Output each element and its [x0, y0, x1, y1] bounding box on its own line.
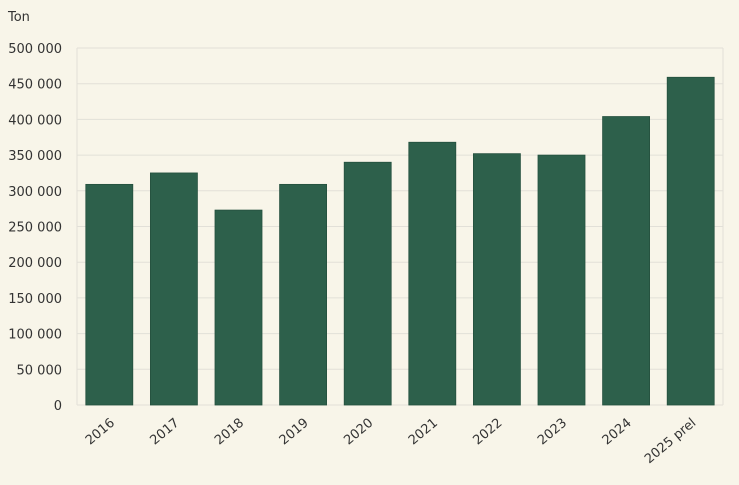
bar-2023	[537, 154, 586, 406]
y-tick-label: 150 000	[8, 292, 62, 307]
y-tick-label: 300 000	[8, 185, 62, 200]
y-tick-label: 500 000	[8, 42, 62, 57]
x-tick-label: 2019	[277, 416, 312, 449]
y-axis-title: Ton	[7, 10, 30, 25]
bar-2016	[85, 183, 134, 406]
y-tick-label: 50 000	[17, 363, 63, 378]
x-tick-label: 2017	[147, 416, 182, 449]
bar-2022	[472, 153, 521, 406]
x-tick-label: 2024	[600, 416, 635, 449]
y-tick-label: 100 000	[8, 328, 62, 343]
x-tick-label: 2022	[470, 416, 505, 449]
y-tick-label: 0	[54, 399, 62, 414]
bar-2024	[602, 116, 650, 406]
x-tick-label: 2023	[535, 416, 570, 449]
y-tick-label: 200 000	[8, 256, 62, 271]
y-tick-label: 250 000	[8, 221, 62, 236]
x-tick-label: 2021	[406, 416, 441, 449]
y-tick-label: 350 000	[8, 149, 62, 164]
bar-2020	[343, 161, 392, 406]
bar-2021	[408, 141, 457, 406]
x-tick-label: 2025 prel	[642, 416, 699, 467]
x-tick-label: 2018	[212, 416, 247, 449]
x-tick-label: 2016	[83, 416, 118, 449]
y-tick-label: 450 000	[8, 78, 62, 93]
bar-2019	[279, 183, 328, 406]
y-tick-label: 400 000	[8, 113, 62, 128]
bar-2025-prel	[666, 76, 715, 406]
x-tick-label: 2020	[341, 416, 376, 449]
bar-2017	[149, 172, 198, 406]
bar-2018	[214, 209, 263, 406]
